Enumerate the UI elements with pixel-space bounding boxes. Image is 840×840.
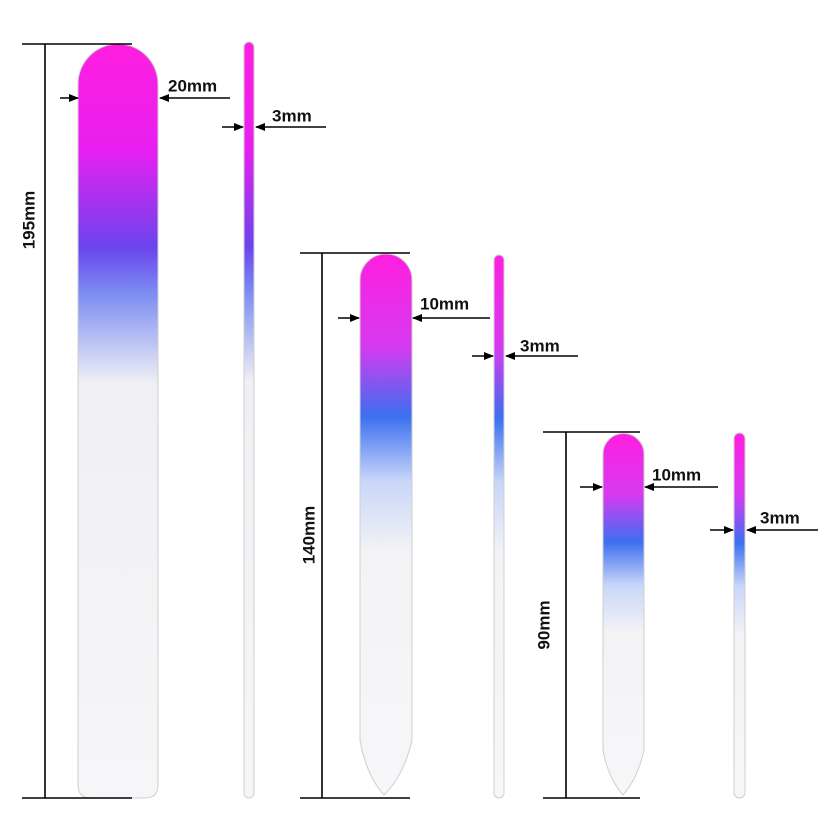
- length-label: 90mm: [534, 600, 553, 649]
- file-side: [733, 432, 746, 799]
- thickness-label: 3mm: [760, 508, 800, 527]
- length-label: 195mm: [19, 191, 38, 250]
- length-label: 140mm: [299, 506, 318, 565]
- dimension-lines: [300, 252, 578, 799]
- file-side: [493, 254, 505, 799]
- dimension-lines: [22, 43, 326, 799]
- thickness-label: 3mm: [520, 336, 560, 355]
- width-label: 10mm: [420, 294, 469, 313]
- file-body: [602, 433, 645, 796]
- width-label: 20mm: [168, 76, 217, 95]
- file-side: [243, 41, 255, 799]
- file-body: [77, 43, 159, 799]
- file-body: [359, 253, 413, 796]
- dimension-lines: [543, 431, 818, 799]
- thickness-label: 3mm: [272, 106, 312, 125]
- width-label: 10mm: [652, 465, 701, 484]
